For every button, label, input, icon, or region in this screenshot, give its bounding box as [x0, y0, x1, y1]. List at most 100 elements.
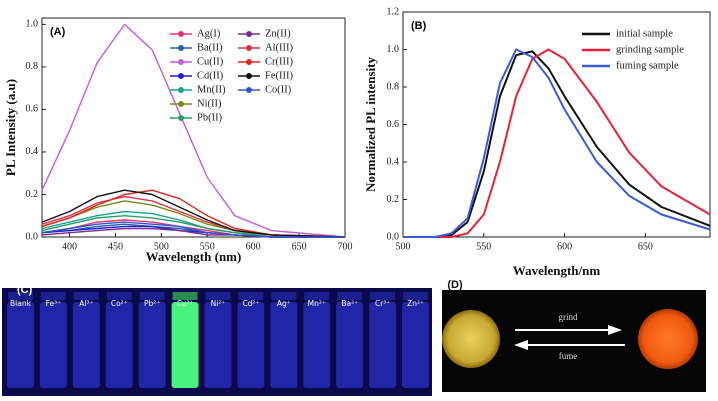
- vial-cap: [403, 292, 428, 300]
- x-tick-label: 600: [246, 241, 261, 252]
- vial-label: Blank: [10, 299, 32, 308]
- legend-label: Cd(II): [197, 70, 224, 81]
- panel-label: (D): [447, 279, 463, 291]
- arrow-label: fume: [559, 351, 578, 361]
- yellow-powder: [442, 310, 500, 368]
- series-line: [403, 48, 711, 238]
- vial: [39, 302, 67, 388]
- legend-marker: [246, 45, 252, 51]
- y-tick-label: 1.0: [387, 44, 400, 55]
- photo-vials: Blank Fe³⁺ Al³⁺ Co²⁺ Pb²⁺ Cu²⁺ Ni²⁺ Cd²⁺ Ag⁺ Mn²⁺…: [2, 288, 432, 396]
- legend-label: Ag(I): [197, 28, 221, 39]
- legend-marker: [178, 87, 184, 93]
- vial-label: Cr³⁺: [375, 299, 390, 308]
- vial-label: Ni²⁺: [211, 299, 226, 308]
- x-tick-label: 450: [108, 241, 123, 252]
- legend-label: Ni(II): [197, 98, 222, 109]
- series-line: [403, 48, 711, 238]
- vial-label: Zn²⁺: [407, 299, 424, 308]
- legend-label: Cr(III): [265, 56, 293, 67]
- series-line: [41, 189, 346, 238]
- y-tick-label: 0.6: [26, 104, 39, 115]
- vial: [105, 302, 133, 388]
- legend-marker: [178, 115, 184, 121]
- legend-label: Al(III): [265, 42, 293, 53]
- panel-label: (C): [17, 284, 33, 296]
- x-tick-label: 700: [338, 241, 353, 252]
- vial: [138, 302, 166, 388]
- legend-label: initial sample: [616, 28, 673, 39]
- series-line: [41, 23, 346, 238]
- x-tick-label: 500: [154, 241, 169, 252]
- vial: [303, 302, 331, 388]
- vial-cap: [73, 292, 99, 300]
- y-axis-title: PL Intensity (a.u): [3, 79, 18, 176]
- vial: [270, 302, 298, 388]
- x-tick-label: 400: [62, 241, 77, 252]
- photo-powder: grind fume (D): [442, 279, 706, 392]
- vial-label: Cu²⁺: [177, 299, 194, 308]
- y-tick-label: 0.0: [387, 231, 400, 242]
- vial-cap: [40, 292, 66, 300]
- plot-frame: [41, 17, 346, 238]
- legend-marker: [246, 73, 252, 79]
- legend-label: grinding sample: [616, 44, 684, 55]
- series-line: [403, 50, 711, 238]
- y-tick-label: 0.2: [387, 194, 400, 205]
- legend-marker: [246, 87, 252, 93]
- vial: [171, 302, 199, 388]
- arrow-label: grind: [559, 312, 578, 322]
- x-axis-title: Wavelength (nm): [146, 249, 242, 264]
- legend-label: Fe(III): [265, 70, 293, 81]
- y-tick-label: 0.8: [387, 81, 400, 92]
- series-line: [41, 221, 345, 238]
- vial-label: Cd²⁺: [242, 299, 259, 308]
- vial: [402, 302, 429, 388]
- panel-label: (B): [411, 20, 427, 32]
- vial: [204, 302, 232, 388]
- legend-label: Co(II): [265, 84, 292, 95]
- y-tick-label: 0.8: [26, 61, 39, 72]
- series-line: [41, 210, 346, 238]
- vial: [336, 302, 364, 388]
- vial-cap: [370, 292, 396, 300]
- vial-label: Ba²⁺: [341, 299, 358, 308]
- vial-label: Fe³⁺: [46, 299, 62, 308]
- vial: [369, 302, 397, 388]
- vial-label: Ag⁺: [277, 299, 291, 308]
- x-tick-label: 650: [292, 241, 307, 252]
- legend-marker: [178, 45, 184, 51]
- legend-label: Mn(II): [197, 84, 226, 95]
- vial-label: Mn²⁺: [308, 299, 326, 308]
- vial-cap: [304, 292, 330, 300]
- vial-label: Al³⁺: [79, 299, 93, 308]
- vial-cap: [337, 292, 363, 300]
- vial-cap: [205, 292, 231, 300]
- legend-marker: [246, 31, 252, 37]
- arrowhead: [608, 325, 622, 335]
- x-tick-label: 650: [638, 241, 653, 252]
- vial-cap: [8, 292, 33, 300]
- legend-marker: [178, 73, 184, 79]
- y-tick-label: 0.4: [387, 156, 400, 167]
- legend-marker: [246, 59, 252, 65]
- vial-label: Pb²⁺: [144, 299, 160, 308]
- legend-label: Ba(II): [197, 42, 223, 53]
- vial: [7, 302, 34, 388]
- orange-powder: [638, 309, 698, 369]
- x-tick-label: 550: [200, 241, 215, 252]
- x-tick-label: 600: [557, 241, 572, 252]
- panel-label: (A): [50, 26, 66, 38]
- legend-marker: [178, 31, 184, 37]
- x-tick-label: 500: [396, 241, 411, 252]
- vial-cap: [106, 292, 132, 300]
- x-axis-title: Wavelength/nm: [513, 263, 601, 278]
- legend-label: Cu(II): [197, 56, 224, 67]
- y-axis-title: Normalized PL intensity: [363, 56, 378, 192]
- y-tick-label: 1.2: [387, 6, 400, 17]
- vial: [237, 302, 265, 388]
- legend-marker: [178, 101, 184, 107]
- y-tick-label: 0.0: [26, 231, 39, 242]
- legend-label: Zn(II): [265, 28, 291, 39]
- vial-cap: [172, 292, 198, 300]
